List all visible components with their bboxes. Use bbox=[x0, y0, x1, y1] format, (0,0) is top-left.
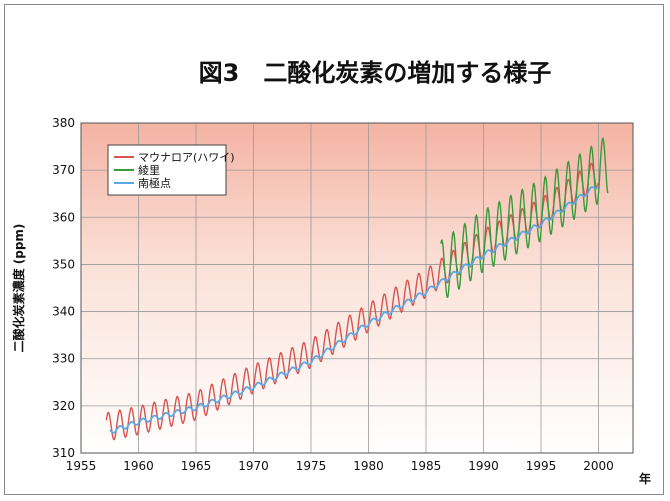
series-line bbox=[109, 185, 600, 434]
series-lines bbox=[105, 137, 609, 441]
y-tick-label: 340 bbox=[52, 305, 75, 319]
x-tick-label: 1980 bbox=[353, 459, 384, 473]
x-tick-label: 1990 bbox=[468, 459, 499, 473]
x-tick-label: 1975 bbox=[296, 459, 327, 473]
plot-border bbox=[80, 122, 634, 454]
x-tick-label: 1960 bbox=[123, 459, 154, 473]
y-tick-label: 310 bbox=[52, 446, 75, 460]
x-tick-label: 1955 bbox=[66, 459, 97, 473]
x-tick-label: 1995 bbox=[526, 459, 557, 473]
co2-chart: 図3 二酸化炭素の増加する様子 1955 1960 1965 1970 1975 1980… bbox=[11, 59, 651, 486]
x-tick-label: 1965 bbox=[181, 459, 212, 473]
chart-title: 図3 二酸化炭素の増加する様子 bbox=[199, 59, 552, 87]
x-tick-label: 1970 bbox=[238, 459, 269, 473]
series-line bbox=[440, 137, 609, 298]
x-axis-label: 年 bbox=[639, 471, 651, 486]
tick-labels: 1955 1960 1965 1970 1975 1980 1985 1990 1995 2000… bbox=[52, 116, 614, 473]
legend-label: 綾里 bbox=[138, 164, 160, 177]
chart-frame: 図3 二酸化炭素の増加する様子 1955 1960 1965 1970 1975 1980… bbox=[4, 4, 664, 495]
y-tick-label: 320 bbox=[52, 399, 75, 413]
legend-label: 南極点 bbox=[138, 176, 171, 190]
y-tick-label: 380 bbox=[52, 116, 75, 130]
y-axis-label: 二酸化炭素濃度 (ppm) bbox=[11, 224, 26, 353]
y-tick-label: 350 bbox=[52, 257, 75, 271]
x-tick-label: 2000 bbox=[583, 459, 614, 473]
legend-label: マウナロア(ハワイ) bbox=[138, 151, 235, 164]
y-tick-label: 330 bbox=[52, 352, 75, 366]
y-tick-label: 360 bbox=[52, 210, 75, 224]
x-tick-label: 1985 bbox=[411, 459, 442, 473]
y-tick-label: 370 bbox=[52, 163, 75, 177]
